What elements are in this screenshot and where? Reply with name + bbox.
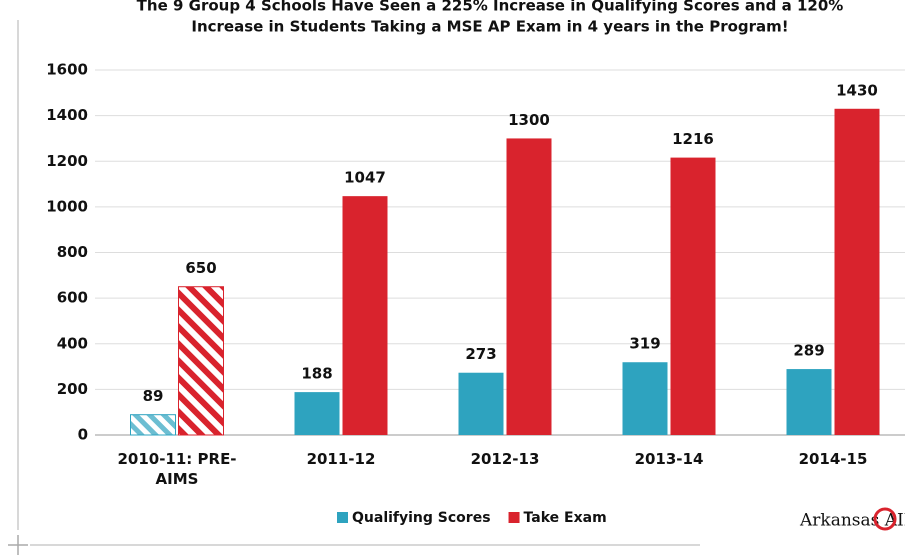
bar [834, 108, 880, 435]
bar [178, 286, 224, 436]
y-tick-label: 1600 [46, 61, 88, 79]
value-label: 1300 [508, 111, 550, 129]
y-tick-label: 600 [57, 289, 88, 307]
value-label: 319 [629, 335, 660, 353]
y-tick-label: 1200 [46, 152, 88, 170]
value-label: 273 [465, 345, 496, 363]
legend-label: Take Exam [524, 510, 607, 526]
legend-label: Qualifying Scores [352, 510, 491, 526]
logo-icon [873, 507, 897, 531]
bar [342, 196, 388, 435]
legend-swatch [508, 512, 520, 523]
bar [130, 414, 176, 436]
y-tick-label: 800 [57, 243, 88, 261]
bar [506, 138, 552, 435]
bar [294, 392, 340, 435]
value-label: 650 [185, 259, 216, 277]
bar [670, 157, 716, 435]
x-tick-label: 2011-12 [306, 450, 376, 468]
value-label: 188 [301, 365, 332, 383]
chart-title: The 9 Group 4 Schools Have Seen a 225% I… [137, 0, 844, 15]
x-tick-label: 2014-15 [798, 450, 868, 468]
frame-cross [8, 535, 28, 555]
legend-swatch [337, 512, 348, 523]
value-label: 1047 [344, 169, 386, 187]
x-tick-label: 2012-13 [470, 450, 540, 468]
y-tick-label: 1400 [46, 106, 88, 124]
bar [622, 362, 668, 435]
value-label: 89 [143, 387, 164, 405]
value-label: 1216 [672, 130, 714, 148]
x-tick-label: 2013-14 [634, 450, 704, 468]
bar [458, 372, 504, 435]
chart-title: Increase in Students Taking a MSE AP Exa… [191, 18, 788, 36]
y-tick-label: 0 [78, 426, 88, 444]
bar [786, 369, 832, 435]
x-tick-label: 2010-11: PRE-AIMS [117, 450, 237, 488]
value-label: 289 [793, 342, 824, 360]
value-label: 1430 [836, 81, 878, 99]
y-tick-label: 200 [57, 380, 88, 398]
y-tick-label: 1000 [46, 197, 88, 215]
y-tick-label: 400 [57, 334, 88, 352]
